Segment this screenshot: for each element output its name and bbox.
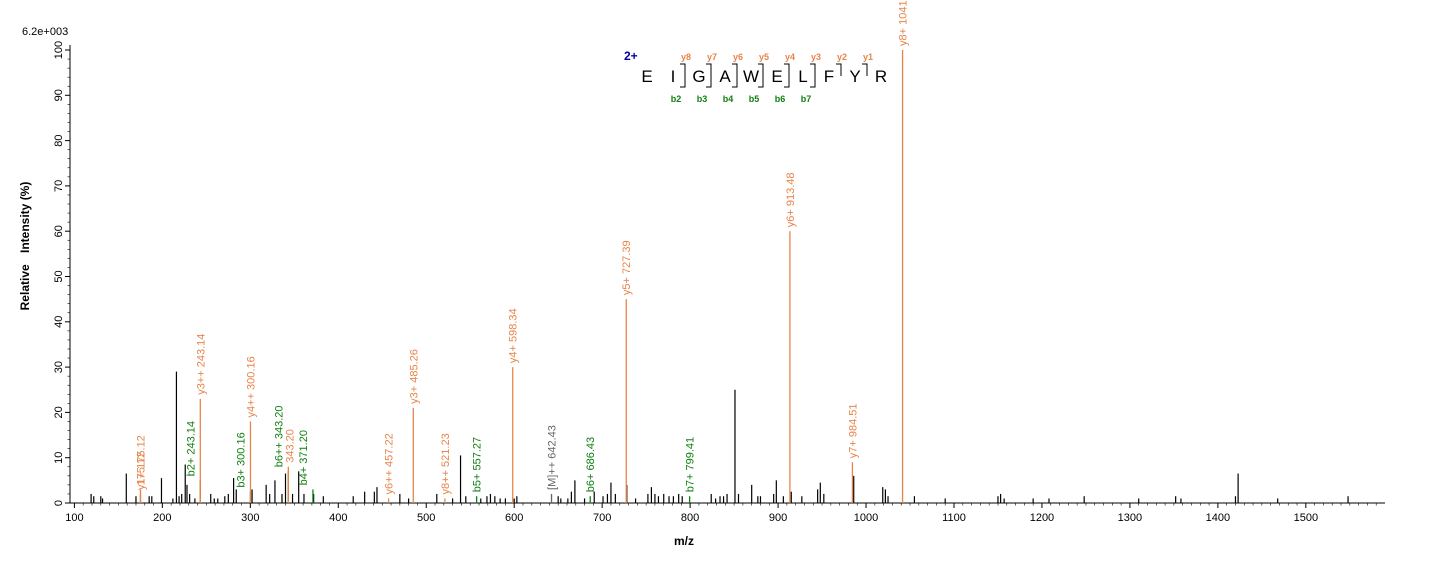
peak-label: y1+ 175.12 <box>135 435 147 490</box>
peak-label: y6+ 913.48 <box>785 172 797 227</box>
x-tick-label: 800 <box>681 512 699 524</box>
x-tick-label: 1400 <box>1206 512 1230 524</box>
peak-label: y8++ 521.23 <box>440 433 452 494</box>
peak-label: b3+ 300.16 <box>235 432 247 487</box>
y-axis-title: Relative Intensity (%) <box>18 182 32 311</box>
y-tick-label: 80 <box>53 134 65 146</box>
y-tick-label: 70 <box>53 180 65 192</box>
y-ion-label: y2 <box>837 52 847 62</box>
x-tick-label: 900 <box>769 512 787 524</box>
residue: L <box>798 67 807 86</box>
peak-label: b6+ 686.43 <box>585 437 597 492</box>
b-cleavage-marker <box>810 70 816 88</box>
x-tick-label: 300 <box>241 512 259 524</box>
y-tick-label: 90 <box>53 89 65 101</box>
peak-label: 343.20 <box>284 429 296 463</box>
x-tick-label: 400 <box>329 512 347 524</box>
y-tick-label: 30 <box>53 361 65 373</box>
y-cleavage-marker <box>732 63 738 76</box>
x-tick-label: 1300 <box>1118 512 1142 524</box>
peak-label: y5+ 727.39 <box>621 240 633 295</box>
b-ion-label: b7 <box>801 94 812 104</box>
peak-label: y4+ 598.34 <box>508 308 520 363</box>
y-axis-title-word-2: Intensity (%) <box>18 182 32 253</box>
y-tick-label: 20 <box>53 406 65 418</box>
y-cleavage-marker <box>680 63 686 76</box>
y-ion-label: y6 <box>733 52 743 62</box>
peak-label: y8+ 1041.53 <box>898 0 910 46</box>
y-ion-label: y3 <box>811 52 821 62</box>
y-tick-label: 50 <box>53 270 65 282</box>
b-ion-label: b6 <box>775 94 786 104</box>
y-cleavage-marker <box>706 63 712 76</box>
y-tick-label: 40 <box>53 316 65 328</box>
y-ion-label: y8 <box>681 52 691 62</box>
x-tick-label: 200 <box>153 512 171 524</box>
peak-label: b6++ 343.20 <box>273 405 285 467</box>
residue: W <box>743 67 759 86</box>
x-tick-label: 1000 <box>854 512 878 524</box>
y-tick-label: 0 <box>53 500 65 506</box>
x-tick-label: 500 <box>417 512 435 524</box>
y-ion-label: y7 <box>707 52 717 62</box>
x-tick-label: 100 <box>65 512 83 524</box>
residue: E <box>771 67 782 86</box>
b-ion-label: b3 <box>697 94 708 104</box>
residue: F <box>824 67 834 86</box>
y-tick-label: 60 <box>53 225 65 237</box>
residue: E <box>641 67 652 86</box>
peak-label: b5+ 557.27 <box>472 437 484 492</box>
peak-label: [M]++ 642.43 <box>547 425 559 490</box>
y-ion-label: y4 <box>785 52 795 62</box>
residue: A <box>719 67 731 86</box>
peak-label: y3+ 485.26 <box>408 349 420 404</box>
b-cleavage-marker <box>706 70 712 88</box>
x-tick-label: 700 <box>593 512 611 524</box>
peak-label: b7+ 799.41 <box>685 437 697 492</box>
x-tick-label: 1200 <box>1030 512 1054 524</box>
y-ion-label: y1 <box>863 52 873 62</box>
y-ion-label: y5 <box>759 52 769 62</box>
residue: G <box>692 67 705 86</box>
y-cleavage-marker <box>810 63 816 76</box>
b-ion-label: b2 <box>671 94 682 104</box>
b-cleavage-marker <box>680 70 686 88</box>
x-tick-label: 600 <box>505 512 523 524</box>
residue: Y <box>849 67 860 86</box>
y-cleavage-marker <box>862 63 868 76</box>
peak-label: y6++ 457.22 <box>384 433 396 494</box>
b-cleavage-marker <box>758 70 764 88</box>
peak-label: y3++ 243.14 <box>195 334 207 395</box>
x-tick-label: 1100 <box>942 512 966 524</box>
x-axis-title: m/z <box>674 534 694 548</box>
y-axis-title-word-1: Relative <box>18 264 32 310</box>
residue: I <box>671 67 676 86</box>
peak-label: y4++ 300.16 <box>245 356 257 417</box>
y-cleavage-marker <box>836 63 842 76</box>
charge-state: 2+ <box>624 49 638 63</box>
peak-label: b4+ 371.20 <box>298 430 310 485</box>
residue: R <box>875 67 887 86</box>
y-tick-label: 100 <box>53 41 65 59</box>
y-tick-label: 10 <box>53 452 65 464</box>
peaks <box>90 50 1349 503</box>
b-ion-label: b4 <box>723 94 734 104</box>
axes: 100 200 300 400 500 600 700 800 900 1000 1100 1200 1… <box>53 41 1385 524</box>
b-cleavage-marker <box>784 70 790 88</box>
peak-label: y7+ 984.51 <box>847 403 859 458</box>
y-cleavage-marker <box>784 63 790 76</box>
x-tick-label: 1500 <box>1294 512 1318 524</box>
max-intensity-label: 6.2e+003 <box>22 26 68 38</box>
peak-label: b2+ 243.14 <box>185 421 197 476</box>
b-ion-label: b5 <box>749 94 760 104</box>
b-cleavage-marker <box>732 70 738 88</box>
peak-label: 175.12 <box>135 452 147 486</box>
